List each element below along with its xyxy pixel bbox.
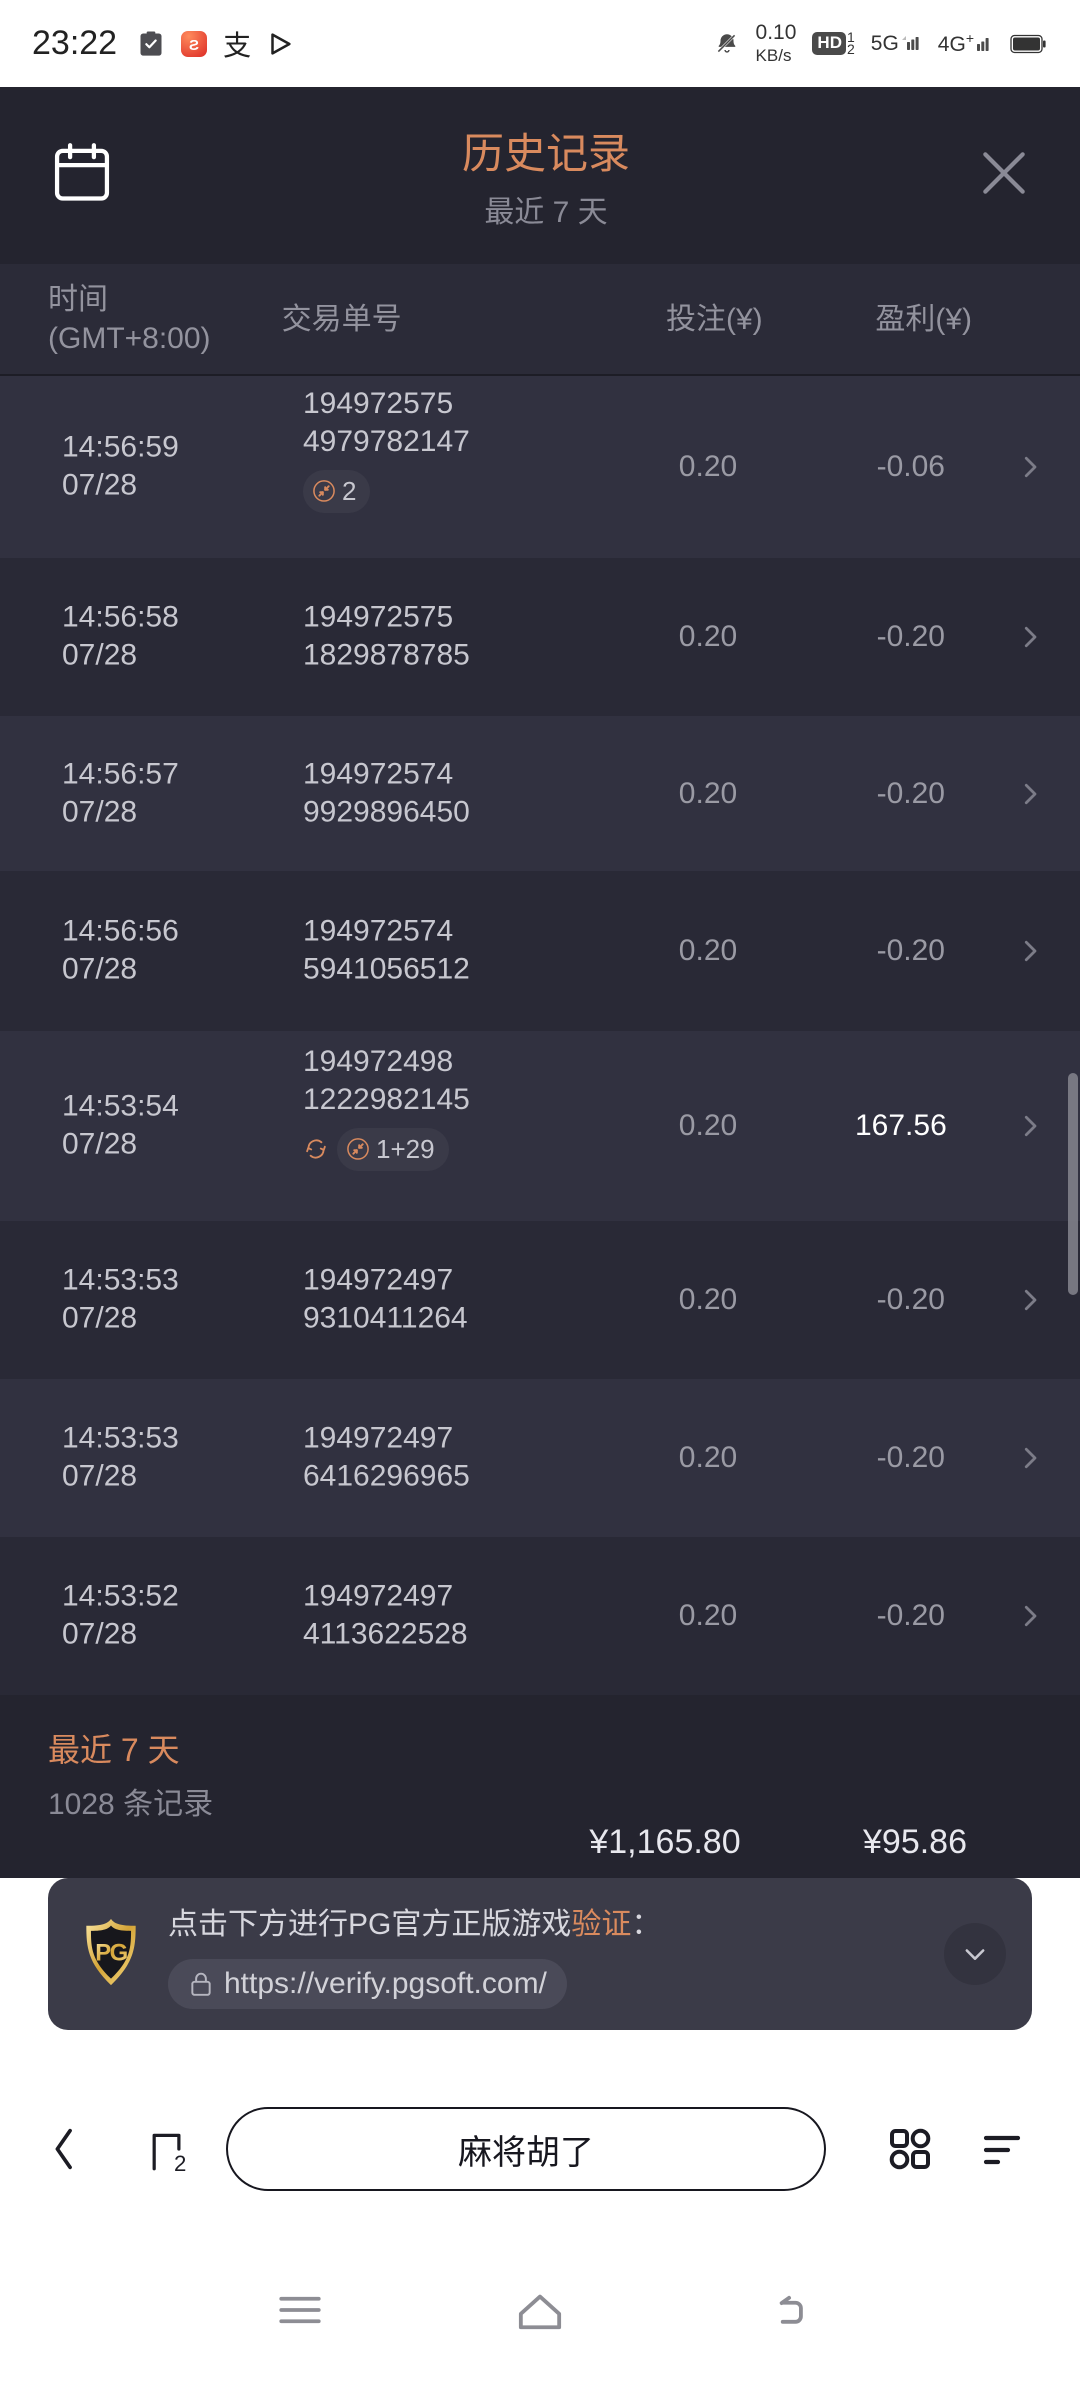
svg-text:2: 2 bbox=[174, 2151, 186, 2173]
svg-text:Ƨ: Ƨ bbox=[189, 37, 199, 54]
svg-text:PG: PG bbox=[95, 1939, 127, 1966]
